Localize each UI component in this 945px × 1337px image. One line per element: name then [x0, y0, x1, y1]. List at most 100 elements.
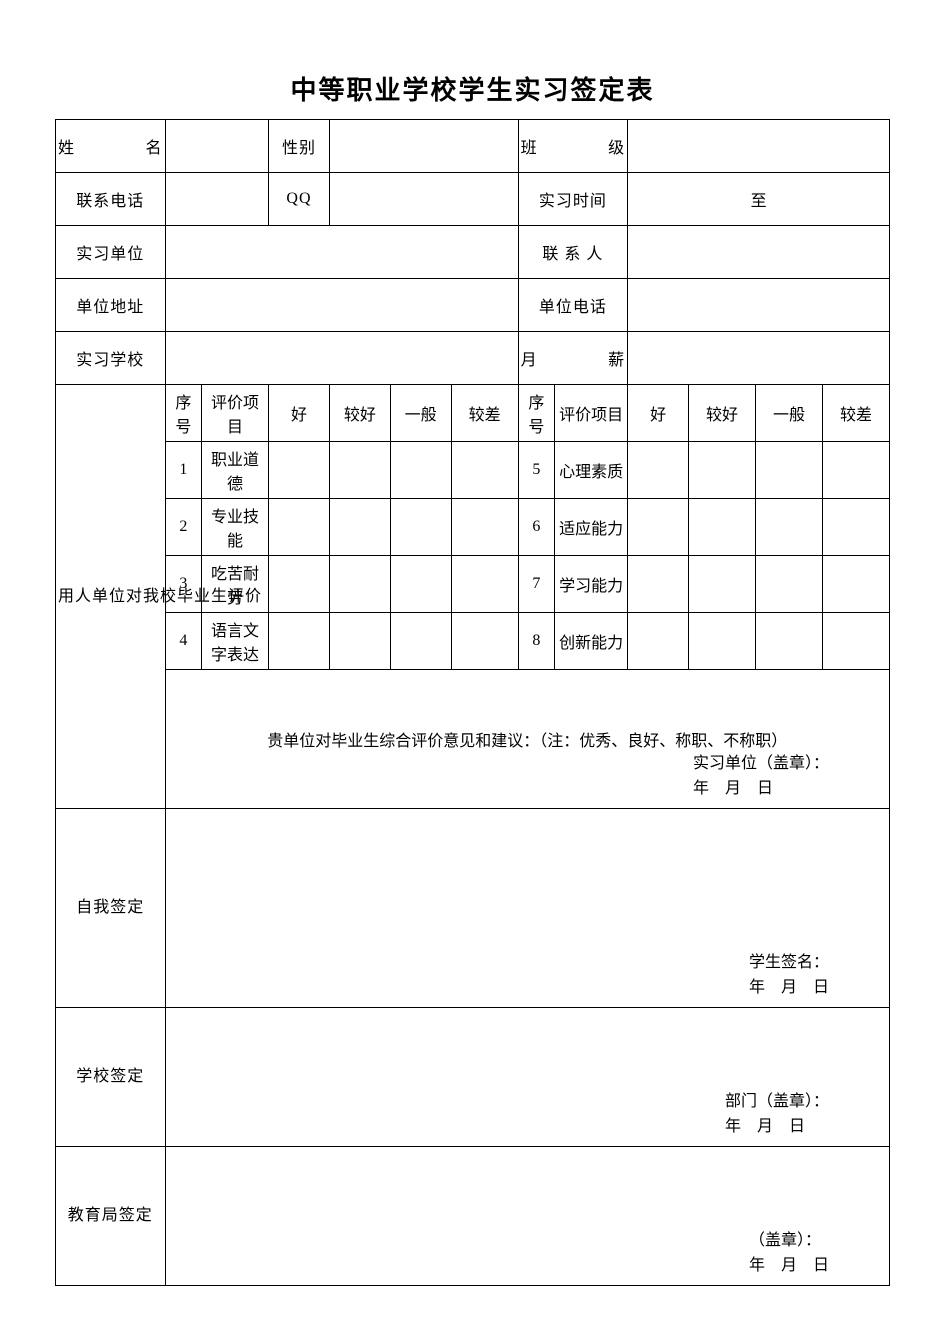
label-unit-addr: 单位地址 [56, 279, 166, 332]
sig-student-date: 年 月 日 [749, 975, 829, 1001]
eval-left-normal-header: 一般 [390, 385, 451, 442]
sig-edu: （盖章）： [749, 1228, 829, 1254]
eval-1-poor[interactable] [451, 442, 518, 499]
eval-left-better-header: 较好 [329, 385, 390, 442]
label-salary: 月 薪 [518, 332, 628, 385]
eval-6-poor[interactable] [822, 499, 889, 556]
sig-intern-unit-date: 年 月 日 [693, 776, 829, 802]
value-intern-time[interactable]: 至 [628, 173, 890, 226]
eval-5-good[interactable] [628, 442, 689, 499]
eval-right-good-header: 好 [628, 385, 689, 442]
eval-7-better[interactable] [689, 556, 756, 613]
value-class[interactable] [628, 120, 890, 173]
sig-department: 部门（盖章）： [725, 1089, 829, 1115]
sig-department-date: 年 月 日 [725, 1114, 829, 1140]
eval-item-5: 心理素质 [555, 442, 628, 499]
eval-5-better[interactable] [689, 442, 756, 499]
page-title: 中等职业学校学生实习签定表 [55, 70, 890, 107]
eval-2-poor[interactable] [451, 499, 518, 556]
value-salary[interactable] [628, 332, 890, 385]
eval-4-normal[interactable] [390, 613, 451, 670]
eval-no-7: 7 [518, 556, 555, 613]
eval-right-item-header: 评价项目 [555, 385, 628, 442]
eval-8-good[interactable] [628, 613, 689, 670]
value-qq[interactable] [329, 173, 518, 226]
eval-item-8: 创新能力 [555, 613, 628, 670]
eval-no-2: 2 [165, 499, 202, 556]
eval-5-poor[interactable] [822, 442, 889, 499]
eval-7-good[interactable] [628, 556, 689, 613]
label-school-eval: 学校签定 [56, 1008, 166, 1147]
value-sex[interactable] [329, 120, 518, 173]
eval-3-good[interactable] [269, 556, 330, 613]
eval-1-better[interactable] [329, 442, 390, 499]
eval-item-1: 职业道德 [202, 442, 269, 499]
eval-6-normal[interactable] [755, 499, 822, 556]
overall-evaluation-box[interactable]: 贵单位对毕业生综合评价意见和建议：（注：优秀、良好、称职、不称职） 实习单位（盖… [165, 670, 889, 809]
eval-7-poor[interactable] [822, 556, 889, 613]
eval-2-normal[interactable] [390, 499, 451, 556]
label-unit-phone: 单位电话 [518, 279, 628, 332]
value-intern-unit[interactable] [165, 226, 518, 279]
eval-right-normal-header: 一般 [755, 385, 822, 442]
eval-4-better[interactable] [329, 613, 390, 670]
eval-2-better[interactable] [329, 499, 390, 556]
label-self-eval: 自我签定 [56, 809, 166, 1008]
self-eval-box[interactable]: 学生签名： 年 月 日 [165, 809, 889, 1008]
label-intern-time: 实习时间 [518, 173, 628, 226]
value-name[interactable] [165, 120, 268, 173]
eval-4-poor[interactable] [451, 613, 518, 670]
eval-item-2: 专业技能 [202, 499, 269, 556]
eval-left-item-header: 评价项目 [202, 385, 269, 442]
value-unit-phone[interactable] [628, 279, 890, 332]
eval-no-6: 6 [518, 499, 555, 556]
eval-right-better-header: 较好 [689, 385, 756, 442]
eval-no-4: 4 [165, 613, 202, 670]
appraisal-form-table: 姓 名 性别 班 级 联系电话 QQ 实习时间 至 实习单位 联 系 人 单位地… [55, 119, 890, 1286]
sig-intern-unit: 实习单位（盖章）： [693, 751, 829, 777]
eval-item-4: 语言文字表达 [202, 613, 269, 670]
eval-right-poor-header: 较差 [822, 385, 889, 442]
eval-8-better[interactable] [689, 613, 756, 670]
label-name: 姓 名 [56, 120, 166, 173]
eval-item-6: 适应能力 [555, 499, 628, 556]
eval-3-better[interactable] [329, 556, 390, 613]
edu-eval-box[interactable]: （盖章）： 年 月 日 [165, 1147, 889, 1286]
label-edu-eval: 教育局签定 [56, 1147, 166, 1286]
label-intern-unit: 实习单位 [56, 226, 166, 279]
eval-left-poor-header: 较差 [451, 385, 518, 442]
eval-3-normal[interactable] [390, 556, 451, 613]
sig-edu-date: 年 月 日 [749, 1253, 829, 1279]
label-qq: QQ [269, 173, 330, 226]
label-contact-person: 联 系 人 [518, 226, 628, 279]
eval-4-good[interactable] [269, 613, 330, 670]
eval-left-good-header: 好 [269, 385, 330, 442]
eval-no-5: 5 [518, 442, 555, 499]
eval-left-seq-header: 序号 [165, 385, 202, 442]
eval-6-good[interactable] [628, 499, 689, 556]
eval-2-good[interactable] [269, 499, 330, 556]
eval-8-poor[interactable] [822, 613, 889, 670]
sig-student: 学生签名： [749, 950, 829, 976]
eval-8-normal[interactable] [755, 613, 822, 670]
eval-right-seq-header: 序号 [518, 385, 555, 442]
label-class: 班 级 [518, 120, 628, 173]
value-intern-school[interactable] [165, 332, 518, 385]
value-contact-person[interactable] [628, 226, 890, 279]
value-phone[interactable] [165, 173, 268, 226]
eval-5-normal[interactable] [755, 442, 822, 499]
label-intern-school: 实习学校 [56, 332, 166, 385]
label-sex: 性别 [269, 120, 330, 173]
eval-7-normal[interactable] [755, 556, 822, 613]
value-unit-addr[interactable] [165, 279, 518, 332]
eval-1-good[interactable] [269, 442, 330, 499]
eval-no-1: 1 [165, 442, 202, 499]
eval-1-normal[interactable] [390, 442, 451, 499]
eval-3-poor[interactable] [451, 556, 518, 613]
eval-6-better[interactable] [689, 499, 756, 556]
label-phone: 联系电话 [56, 173, 166, 226]
overall-evaluation-prompt: 贵单位对毕业生综合评价意见和建议：（注：优秀、良好、称职、不称职） [168, 727, 887, 751]
school-eval-box[interactable]: 部门（盖章）： 年 月 日 [165, 1008, 889, 1147]
label-employer-eval: 用人单位对我校毕业生评价 [56, 385, 166, 809]
eval-item-7: 学习能力 [555, 556, 628, 613]
